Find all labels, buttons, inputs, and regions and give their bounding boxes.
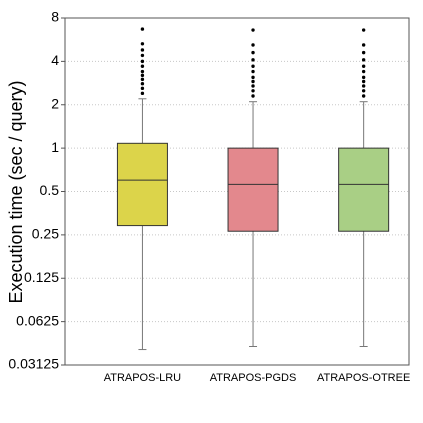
box-iqr <box>227 147 279 232</box>
box-layer <box>116 27 390 351</box>
outlier-point <box>140 42 145 46</box>
axis-layer <box>61 17 410 366</box>
outlier-point <box>361 50 366 55</box>
y-tick-label: 1 <box>51 139 59 155</box>
x-tick-label: ATRAPOS-PGDS <box>210 372 297 384</box>
outlier-point <box>361 75 366 80</box>
y-tick-label: 2 <box>51 95 59 111</box>
outlier-point <box>251 75 255 80</box>
y-tick-label: 0.5 <box>40 182 60 198</box>
x-tick-label: ATRAPOS-LRU <box>104 372 181 384</box>
outlier-point <box>140 59 145 64</box>
outlier-point <box>140 86 145 91</box>
y-tick-label: 4 <box>51 52 59 68</box>
outlier-point <box>251 43 255 47</box>
outlier-point <box>140 69 145 74</box>
y-tick-label: 0.0625 <box>16 312 59 328</box>
outlier-point <box>140 91 145 96</box>
x-tick-labels: ATRAPOS-LRU ATRAPOS-PGDS ATRAPOS-OTREE <box>104 372 411 384</box>
outlier-point <box>140 77 145 82</box>
outlier-point <box>140 27 145 31</box>
outlier-point <box>361 94 366 98</box>
outlier-point <box>361 89 366 93</box>
outlier-point <box>140 73 145 78</box>
outlier-point <box>361 28 366 32</box>
y-tick-label: 0.125 <box>24 269 59 285</box>
outlier-point <box>361 79 366 84</box>
y-tick-label: 0.25 <box>32 226 59 242</box>
outlier-point <box>361 58 366 62</box>
outlier-point <box>251 84 255 88</box>
outlier-point <box>251 28 255 32</box>
outlier-point <box>251 64 255 68</box>
outlier-point <box>140 53 145 58</box>
y-tick-label: 8 <box>51 9 59 25</box>
y-tick-label: 0.03125 <box>8 356 59 372</box>
outlier-point <box>251 94 255 98</box>
outlier-point <box>251 58 255 62</box>
outlier-point <box>251 79 255 84</box>
outlier-point <box>361 64 366 68</box>
outlier-point <box>251 69 255 74</box>
box-iqr <box>338 147 390 232</box>
outlier-point <box>140 64 145 68</box>
box-iqr <box>116 142 168 227</box>
y-tick-labels: 0.03125 0.0625 0.125 0.25 0.5 1 2 4 8 <box>8 9 59 372</box>
outlier-point <box>361 84 366 88</box>
outlier-point <box>361 69 366 74</box>
x-tick-label: ATRAPOS-OTREE <box>317 372 410 384</box>
outlier-point <box>251 50 255 55</box>
outlier-point <box>140 48 145 52</box>
outlier-point <box>361 43 366 47</box>
y-axis-label: Execution time (sec / query) <box>6 80 26 303</box>
outlier-point <box>140 81 145 86</box>
outlier-point <box>251 89 255 93</box>
